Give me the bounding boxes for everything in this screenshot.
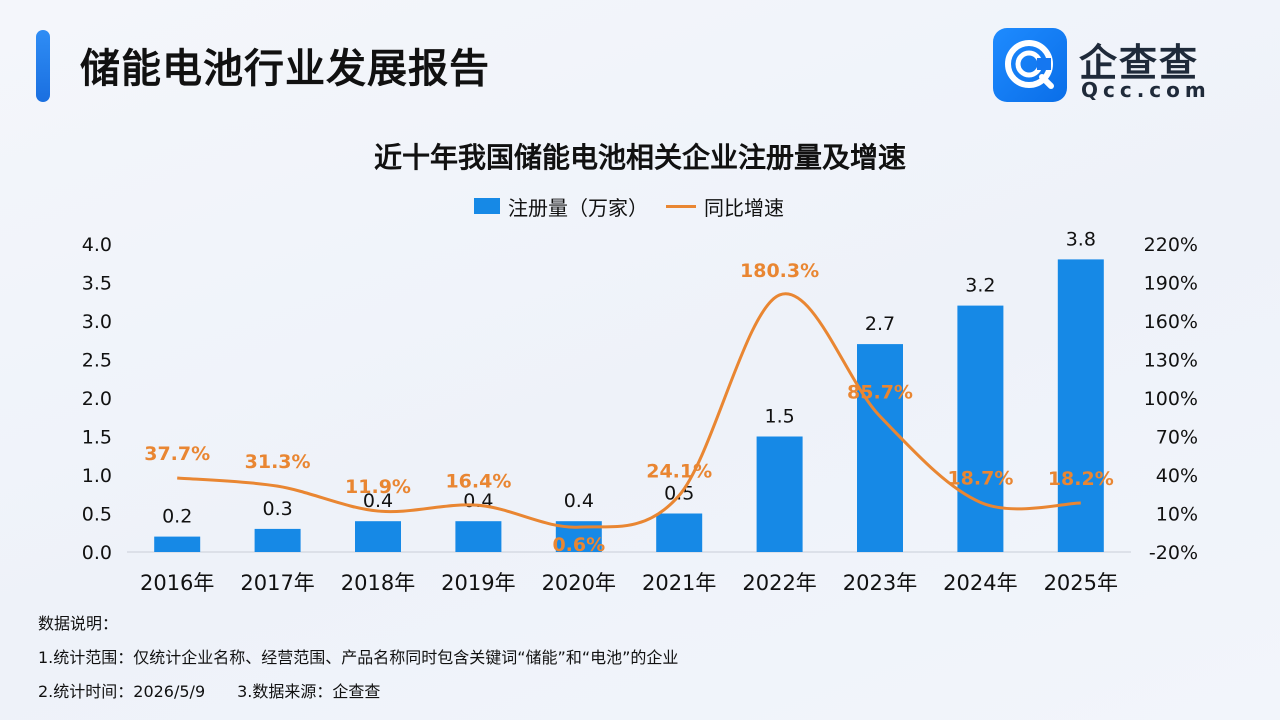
y-left-tick-label: 2.5 — [82, 350, 112, 372]
notes-scope: 1.统计范围：仅统计企业名称、经营范围、产品名称同时包含关键词“储能”和“电池”… — [38, 648, 679, 667]
notes-time-source: 2.统计时间：2026/5/9 3.数据来源：企查查 — [38, 682, 381, 701]
legend-line-swatch — [666, 204, 696, 208]
x-tick-label: 2018年 — [341, 571, 415, 595]
bar-value-label: 0.3 — [262, 498, 292, 520]
y-left-tick-label: 1.0 — [82, 465, 112, 487]
legend-bar-swatch — [474, 198, 500, 214]
bar-value-label: 0.4 — [463, 490, 493, 512]
x-tick-label: 2021年 — [642, 571, 716, 595]
y-left-tick-label: 0.0 — [82, 542, 112, 564]
bar — [656, 513, 703, 552]
y-right-tick-label: 100% — [1144, 388, 1198, 410]
line-value-label: 11.9% — [345, 476, 411, 498]
bar — [355, 521, 401, 552]
y-left-tick-label: 4.0 — [82, 234, 112, 256]
page-title: 储能电池行业发展报告 — [80, 46, 490, 92]
line-value-label: 31.3% — [245, 451, 311, 473]
bar — [154, 536, 201, 552]
logo-name: 企查查 — [1079, 41, 1200, 85]
x-tick-label: 2016年 — [140, 571, 214, 595]
bar — [957, 305, 1004, 552]
legend-line-label: 同比增速 — [704, 195, 784, 220]
y-right-tick-label: 160% — [1144, 311, 1198, 333]
line-value-label: 85.7% — [847, 381, 913, 403]
y-left-tick-label: 3.0 — [82, 311, 112, 333]
x-tick-label: 2020年 — [542, 571, 616, 595]
qcc-logo-icon — [993, 28, 1067, 102]
chart-legend: 注册量（万家） 同比增速 — [474, 192, 784, 220]
line-value-label: 0.6% — [552, 534, 605, 556]
x-tick-label: 2023年 — [843, 571, 917, 595]
bar-value-label: 1.5 — [764, 406, 794, 428]
bar — [455, 521, 502, 552]
y-right-tick-label: 40% — [1156, 465, 1198, 487]
x-tick-label: 2025年 — [1044, 571, 1118, 595]
notes-heading: 数据说明： — [38, 614, 119, 633]
y-right-tick-label: 10% — [1156, 504, 1198, 526]
legend-bar-label: 注册量（万家） — [508, 195, 648, 220]
y-left-tick-label: 3.5 — [82, 273, 112, 295]
bar-value-label: 0.2 — [162, 506, 192, 528]
y-left-tick-label: 1.5 — [82, 427, 112, 449]
bar-value-label: 0.4 — [564, 490, 594, 512]
bar — [857, 344, 903, 552]
title-accent-bar — [36, 30, 50, 102]
growth-rate-line — [177, 292, 1081, 529]
chart-title: 近十年我国储能电池相关企业注册量及增速 — [373, 141, 906, 174]
x-tick-label: 2017年 — [240, 571, 314, 595]
bar — [254, 528, 301, 552]
logo-domain: Qcc.com — [1081, 78, 1211, 102]
x-tick-label: 2024年 — [943, 571, 1017, 595]
line-value-label: 180.3% — [740, 260, 819, 282]
y-left-tick-label: 0.5 — [82, 504, 112, 526]
y-right-tick-label: 70% — [1156, 427, 1198, 449]
qcc-logo: 企查查 Qcc.com — [993, 28, 1243, 104]
line-value-label: 16.4% — [445, 470, 511, 492]
line-value-label: 24.1% — [646, 460, 712, 482]
bar-value-label: 0.4 — [363, 490, 393, 512]
bar-value-label: 3.2 — [965, 275, 995, 297]
y-right-tick-label: 220% — [1144, 234, 1198, 256]
line-value-label: 18.2% — [1048, 468, 1114, 490]
bar-value-label: 3.8 — [1066, 228, 1096, 250]
x-tick-label: 2019年 — [441, 571, 515, 595]
bar-value-label: 2.7 — [865, 313, 895, 335]
y-right-tick-label: 130% — [1144, 350, 1198, 372]
line-value-label: 37.7% — [144, 443, 210, 465]
bar — [756, 436, 803, 552]
y-right-tick-label: 190% — [1144, 273, 1198, 295]
y-left-tick-label: 2.0 — [82, 388, 112, 410]
y-right-tick-label: -20% — [1149, 542, 1198, 564]
x-tick-label: 2022年 — [742, 571, 816, 595]
bar — [1057, 259, 1104, 552]
line-value-label: 18.7% — [947, 467, 1013, 489]
